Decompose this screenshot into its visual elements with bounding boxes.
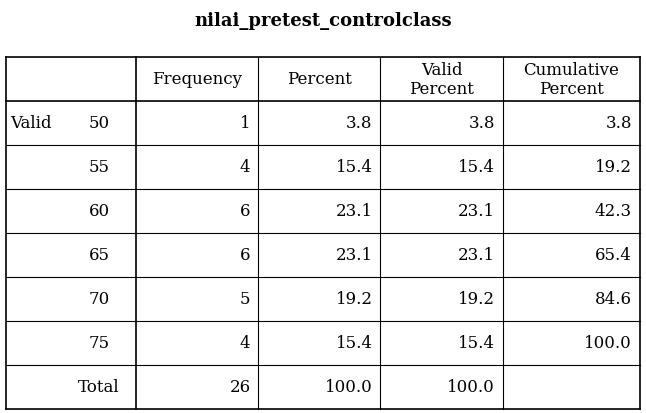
Text: 100.0: 100.0 (447, 378, 495, 395)
Text: 3.8: 3.8 (468, 115, 495, 132)
Text: Total: Total (78, 378, 120, 395)
Text: 100.0: 100.0 (325, 378, 373, 395)
Text: Percent: Percent (287, 71, 351, 88)
Text: Frequency: Frequency (152, 71, 242, 88)
Text: 75: 75 (89, 335, 110, 351)
Text: 42.3: 42.3 (595, 203, 632, 220)
Text: 5: 5 (240, 291, 251, 308)
Text: 55: 55 (89, 159, 110, 176)
Text: 26: 26 (229, 378, 251, 395)
Text: 60: 60 (89, 203, 110, 220)
Text: 15.4: 15.4 (336, 159, 373, 176)
Text: 23.1: 23.1 (457, 247, 495, 264)
Text: 3.8: 3.8 (346, 115, 373, 132)
Text: 15.4: 15.4 (458, 335, 495, 351)
Text: Valid: Valid (10, 115, 51, 132)
Text: 6: 6 (240, 203, 251, 220)
Text: 15.4: 15.4 (336, 335, 373, 351)
Text: 19.2: 19.2 (595, 159, 632, 176)
Text: 65.4: 65.4 (595, 247, 632, 264)
Text: 70: 70 (89, 291, 110, 308)
Text: 50: 50 (89, 115, 110, 132)
Text: 1: 1 (240, 115, 251, 132)
Text: 3.8: 3.8 (605, 115, 632, 132)
Text: 65: 65 (89, 247, 110, 264)
Text: 19.2: 19.2 (458, 291, 495, 308)
Text: 4: 4 (240, 335, 251, 351)
Text: Cumulative
Percent: Cumulative Percent (523, 62, 619, 98)
Text: Valid
Percent: Valid Percent (409, 62, 474, 98)
Text: 23.1: 23.1 (335, 247, 373, 264)
Text: 84.6: 84.6 (595, 291, 632, 308)
Text: 23.1: 23.1 (457, 203, 495, 220)
Text: 4: 4 (240, 159, 251, 176)
Text: 6: 6 (240, 247, 251, 264)
Text: 23.1: 23.1 (335, 203, 373, 220)
Text: 19.2: 19.2 (336, 291, 373, 308)
Text: nilai_pretest_controlclass: nilai_pretest_controlclass (194, 12, 452, 30)
Text: 15.4: 15.4 (458, 159, 495, 176)
Text: 100.0: 100.0 (584, 335, 632, 351)
